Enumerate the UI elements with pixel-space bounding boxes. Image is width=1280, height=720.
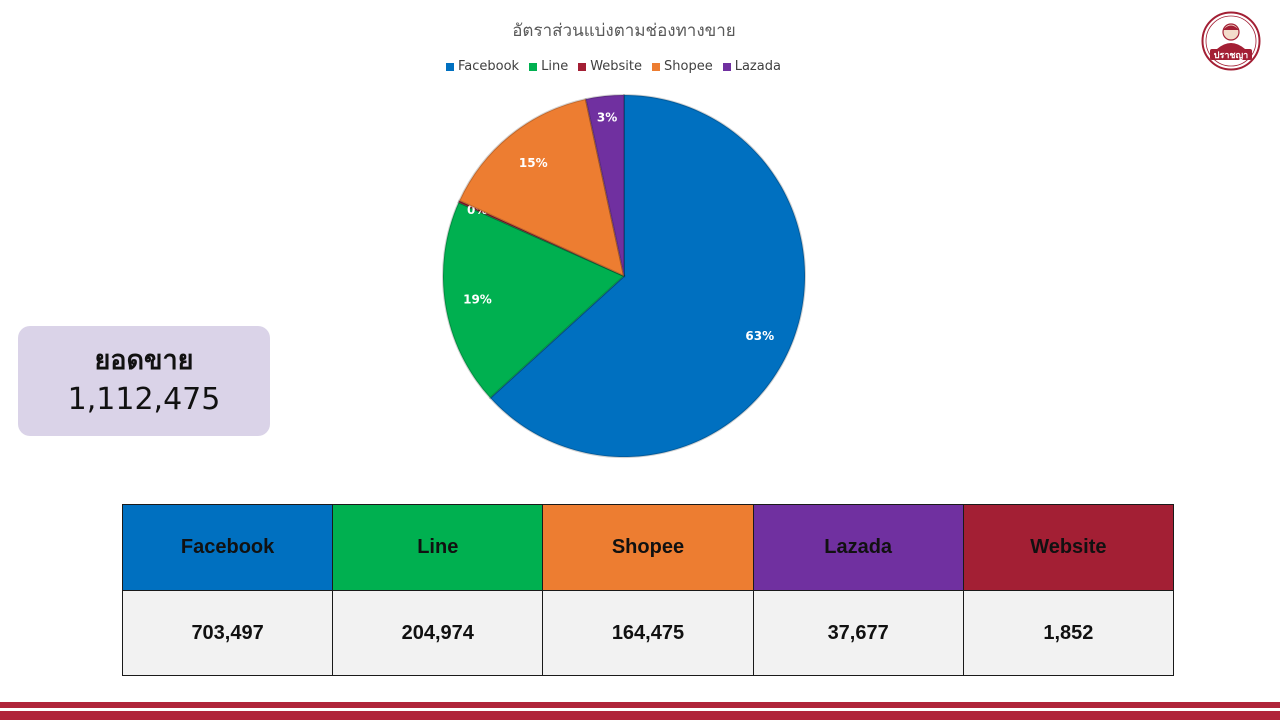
legend-label-facebook: Facebook bbox=[458, 59, 520, 74]
value-lazada: 37,677 bbox=[752, 590, 964, 676]
legend-item-shopee: Shopee bbox=[652, 59, 713, 74]
pie-slice-line bbox=[442, 201, 626, 400]
header-facebook: Facebook bbox=[121, 504, 334, 591]
pie-slice-facebook bbox=[488, 93, 806, 458]
total-sales-value: 1,112,475 bbox=[67, 382, 221, 417]
header-line: Line bbox=[332, 504, 544, 591]
legend-swatch-facebook bbox=[446, 62, 454, 71]
total-sales-label: ยอดขาย bbox=[94, 345, 194, 376]
legend-label-shopee: Shopee bbox=[664, 59, 713, 74]
chart-legend: Facebook Line Website Shopee Lazada bbox=[446, 59, 781, 74]
footer-stripe-top bbox=[0, 702, 1280, 708]
legend-swatch-website bbox=[578, 62, 587, 71]
value-shopee: 164,475 bbox=[542, 590, 754, 676]
pie-label-shopee: 15% bbox=[519, 156, 548, 170]
total-sales-box: ยอดขาย 1,112,475 bbox=[18, 326, 270, 436]
sales-table: Facebook Line Shopee Lazada Website 703,… bbox=[121, 504, 1175, 676]
footer-stripe-bottom bbox=[0, 711, 1280, 720]
legend-swatch-line bbox=[529, 62, 538, 71]
legend-label-lazada: Lazada bbox=[734, 59, 781, 74]
header-shopee: Shopee bbox=[542, 504, 754, 591]
pie-slice-shopee bbox=[458, 97, 626, 278]
value-line: 204,974 bbox=[332, 590, 544, 676]
pie-label-line: 19% bbox=[463, 293, 492, 307]
header-lazada: Lazada bbox=[752, 504, 964, 591]
chef-portrait-logo-icon: ปราชญา bbox=[1201, 11, 1261, 71]
logo-text: ปราชญา bbox=[1214, 50, 1248, 61]
value-facebook: 703,497 bbox=[121, 590, 334, 676]
header-website: Website bbox=[962, 504, 1175, 591]
legend-item-facebook: Facebook bbox=[446, 59, 519, 74]
legend-label-line: Line bbox=[541, 59, 569, 74]
legend-swatch-lazada bbox=[722, 62, 731, 71]
pie-slice-lazada bbox=[584, 93, 625, 277]
legend-label-website: Website bbox=[590, 59, 643, 74]
chart-title: อัตราส่วนแบ่งตามช่องทางขาย bbox=[512, 21, 736, 41]
legend-item-line: Line bbox=[529, 59, 568, 74]
legend-item-website: Website bbox=[578, 59, 642, 74]
legend-item-lazada: Lazada bbox=[722, 59, 781, 74]
legend-swatch-shopee bbox=[652, 62, 661, 71]
pie-label-facebook: 63% bbox=[745, 329, 774, 343]
value-website: 1,852 bbox=[962, 590, 1175, 676]
sales-table-value-row: 703,497 204,974 164,475 37,677 1,852 bbox=[121, 590, 1175, 676]
pie-slice-website bbox=[457, 199, 625, 277]
sales-table-header-row: Facebook Line Shopee Lazada Website bbox=[121, 504, 1175, 591]
pie-label-lazada: 3% bbox=[597, 111, 617, 125]
